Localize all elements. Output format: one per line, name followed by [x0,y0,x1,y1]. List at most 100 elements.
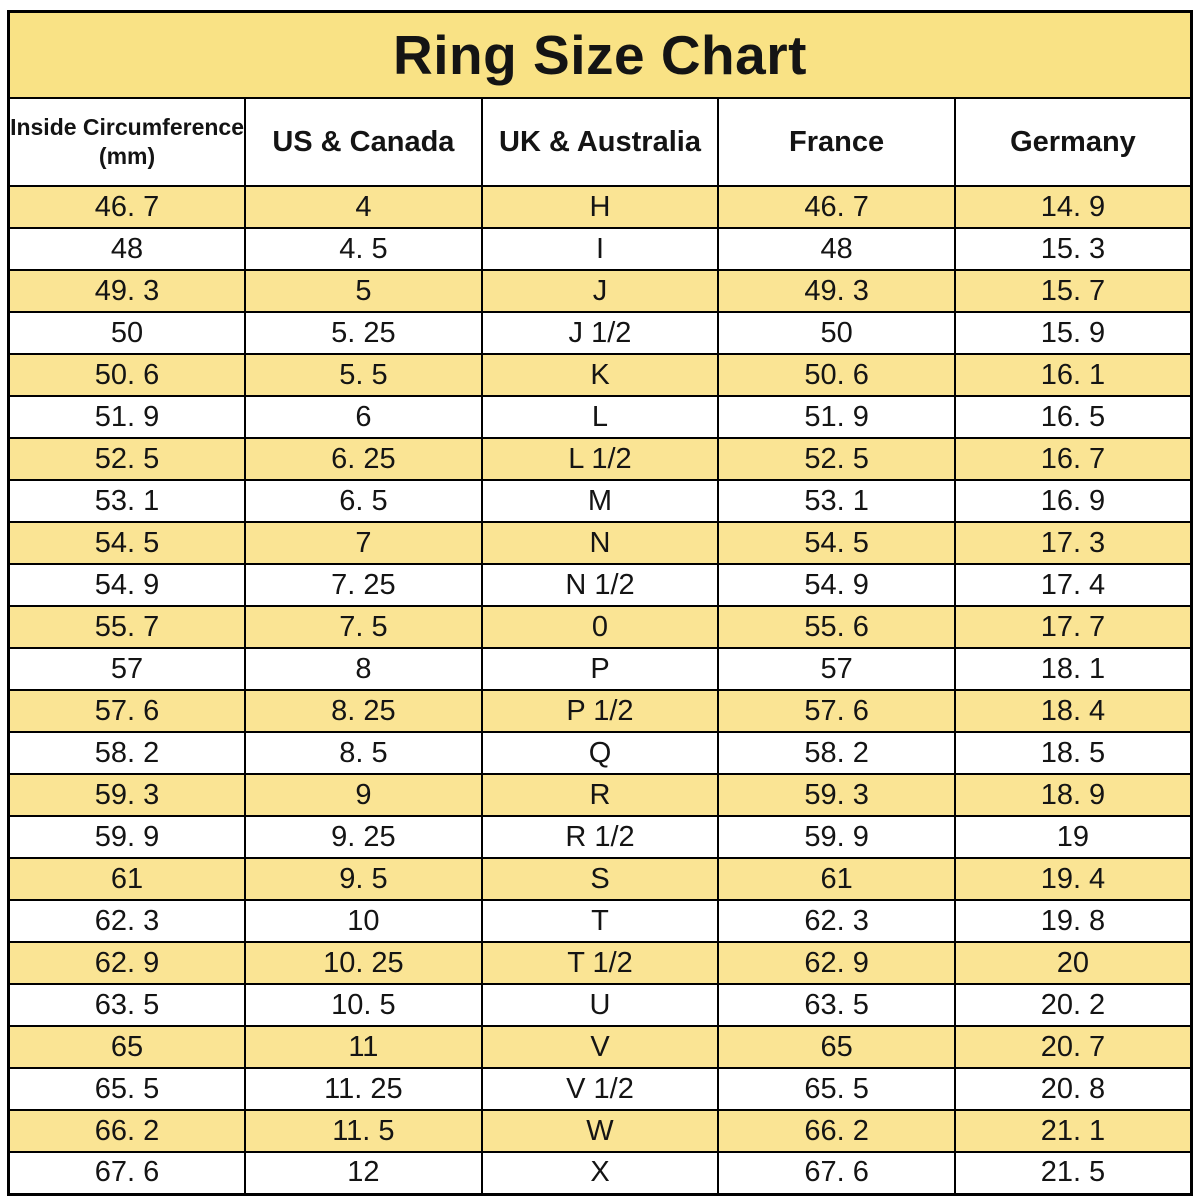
table-cell: 61 [7,857,247,901]
table-cell: 63. 5 [7,983,247,1027]
table-cell: 62. 3 [7,899,247,943]
table-cell: 65. 5 [7,1067,247,1111]
table-cell: 54. 5 [717,521,956,565]
table-row: 59. 3 9 R 59. 3 18. 9 [7,773,1193,817]
table-cell: 52. 5 [717,437,956,481]
table-row: 52. 5 6. 25 L 1/2 52. 5 16. 7 [7,437,1193,481]
ring-size-table: Ring Size Chart Inside Circumference (mm… [7,10,1193,1196]
table-row: 57 8 P 57 18. 1 [7,647,1193,691]
table-cell: 66. 2 [717,1109,956,1153]
table-cell: 65 [7,1025,247,1069]
column-header-uk-australia: UK & Australia [480,97,720,187]
table-cell: 6. 5 [244,479,483,523]
column-header-inside-circumference: Inside Circumference (mm) [7,97,247,187]
table-cell: 62. 9 [717,941,956,985]
column-header-inside-circumference-line1: Inside Circumference [10,114,244,141]
table-cell: 50. 6 [7,353,247,397]
table-cell: 15. 9 [953,311,1193,355]
table-row: 57. 6 8. 25 P 1/2 57. 6 18. 4 [7,689,1193,733]
table-cell: 5. 25 [244,311,483,355]
table-cell: 15. 7 [953,269,1193,313]
table-cell: 8 [244,647,483,691]
table-cell: 7. 25 [244,563,483,607]
column-header-france: France [717,97,956,187]
table-cell: 16. 1 [953,353,1193,397]
table-cell: 21. 5 [953,1151,1193,1195]
table-cell: 54. 9 [717,563,956,607]
table-cell: 17. 4 [953,563,1193,607]
table-cell: 20. 7 [953,1025,1193,1069]
table-cell: 18. 9 [953,773,1193,817]
table-cell: 57 [7,647,247,691]
table-row: 61 9. 5 S 61 19. 4 [7,857,1193,901]
table-cell: 67. 6 [717,1151,956,1195]
table-row: 50. 6 5. 5 K 50. 6 16. 1 [7,353,1193,397]
table-cell: M [480,479,720,523]
table-cell: 65 [717,1025,956,1069]
table-row: 67. 6 12 X 67. 6 21. 5 [7,1151,1193,1195]
table-cell: 16. 7 [953,437,1193,481]
table-cell: 55. 7 [7,605,247,649]
table-cell: 58. 2 [7,731,247,775]
page-title: Ring Size Chart [7,10,1193,99]
table-cell: 19 [953,815,1193,859]
table-row: 54. 5 7 N 54. 5 17. 3 [7,521,1193,565]
table-cell: 10. 25 [244,941,483,985]
table-cell: 6. 25 [244,437,483,481]
table-cell: J 1/2 [480,311,720,355]
table-cell: 17. 3 [953,521,1193,565]
table-cell: 8. 5 [244,731,483,775]
table-cell: 50 [7,311,247,355]
table-cell: R [480,773,720,817]
table-cell: X [480,1151,720,1195]
table-row: 65. 5 11. 25 V 1/2 65. 5 20. 8 [7,1067,1193,1111]
table-cell: 20 [953,941,1193,985]
header-row: Inside Circumference (mm) US & Canada UK… [7,97,1193,187]
table-cell: 16. 9 [953,479,1193,523]
table-cell: 6 [244,395,483,439]
table-cell: 48 [717,227,956,271]
table-cell: 46. 7 [7,185,247,229]
table-cell: 55. 6 [717,605,956,649]
table-cell: 46. 7 [717,185,956,229]
table-cell: 48 [7,227,247,271]
table-cell: 20. 8 [953,1067,1193,1111]
table-cell: I [480,227,720,271]
table-cell: K [480,353,720,397]
table-cell: 58. 2 [717,731,956,775]
table-cell: 12 [244,1151,483,1195]
column-header-germany: Germany [953,97,1193,187]
table-cell: 9. 5 [244,857,483,901]
table-row: 62. 9 10. 25 T 1/2 62. 9 20 [7,941,1193,985]
table-row: 59. 9 9. 25 R 1/2 59. 9 19 [7,815,1193,859]
table-cell: 62. 9 [7,941,247,985]
table-cell: 67. 6 [7,1151,247,1195]
table-cell: 21. 1 [953,1109,1193,1153]
table-cell: T 1/2 [480,941,720,985]
table-cell: 50 [717,311,956,355]
table-cell: 57. 6 [7,689,247,733]
table-cell: 59. 9 [717,815,956,859]
table-cell: 57 [717,647,956,691]
table-cell: V 1/2 [480,1067,720,1111]
title-row: Ring Size Chart [7,10,1193,99]
table-cell: 65. 5 [717,1067,956,1111]
table-cell: 59. 3 [717,773,956,817]
table-cell: 54. 9 [7,563,247,607]
table-cell: 9 [244,773,483,817]
table-cell: P [480,647,720,691]
table-cell: 52. 5 [7,437,247,481]
table-cell: 10 [244,899,483,943]
table-row: 65 11 V 65 20. 7 [7,1025,1193,1069]
table-row: 49. 3 5 J 49. 3 15. 7 [7,269,1193,313]
table-cell: 53. 1 [7,479,247,523]
table-cell: 4. 5 [244,227,483,271]
table-cell: J [480,269,720,313]
table-row: 54. 9 7. 25 N 1/2 54. 9 17. 4 [7,563,1193,607]
table-cell: 0 [480,605,720,649]
table-row: 63. 5 10. 5 U 63. 5 20. 2 [7,983,1193,1027]
column-header-us-canada: US & Canada [244,97,483,187]
table-row: 66. 2 11. 5 W 66. 2 21. 1 [7,1109,1193,1153]
table-cell: V [480,1025,720,1069]
